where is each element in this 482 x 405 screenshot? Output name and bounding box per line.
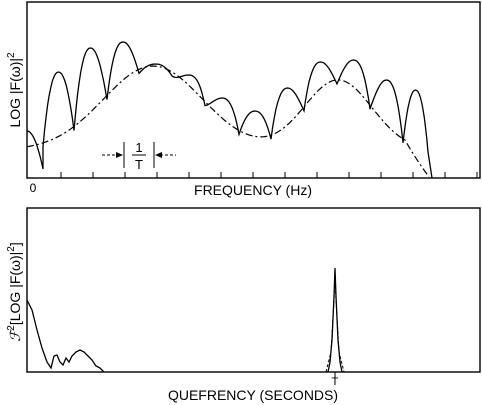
frequency-origin-label: 0	[30, 181, 37, 195]
harmonic-spectrum-line	[26, 41, 433, 179]
cepstrum-low-quefrency-line	[26, 299, 105, 373]
peak-label: T	[332, 376, 339, 388]
period-denominator: T	[135, 157, 143, 172]
spectrum-frame	[26, 1, 481, 179]
svg-text:LOG |F(ω)|2: LOG |F(ω)|2	[6, 52, 23, 128]
period-annotation: 1 T	[102, 140, 176, 172]
spectrum-panel: 1 T 0 FREQUENCY (Hz) LOG |F(ω)|2	[6, 1, 481, 198]
cepstrum-axis-label: ℱ2[LOG |F(ω)|2]	[6, 242, 23, 341]
cepstrum-panel: T QUEFRENCY (SECONDS) ℱ2[LOG |F(ω)|2]	[6, 207, 481, 403]
cepstrum-peak-dashed-line	[325, 271, 345, 373]
frequency-axis-ticks	[60, 172, 478, 178]
svg-text:ℱ2[LOG |F(ω)|2]: ℱ2[LOG |F(ω)|2]	[6, 242, 23, 341]
frequency-axis-label: FREQUENCY (Hz)	[194, 182, 312, 198]
spectrum-axis-label: LOG |F(ω)|2	[6, 52, 23, 128]
period-numerator: 1	[135, 140, 142, 155]
cepstrum-frame	[26, 207, 481, 373]
quefrency-axis-label: QUEFRENCY (SECONDS)	[168, 387, 338, 403]
spectral-envelope-line	[26, 65, 430, 178]
